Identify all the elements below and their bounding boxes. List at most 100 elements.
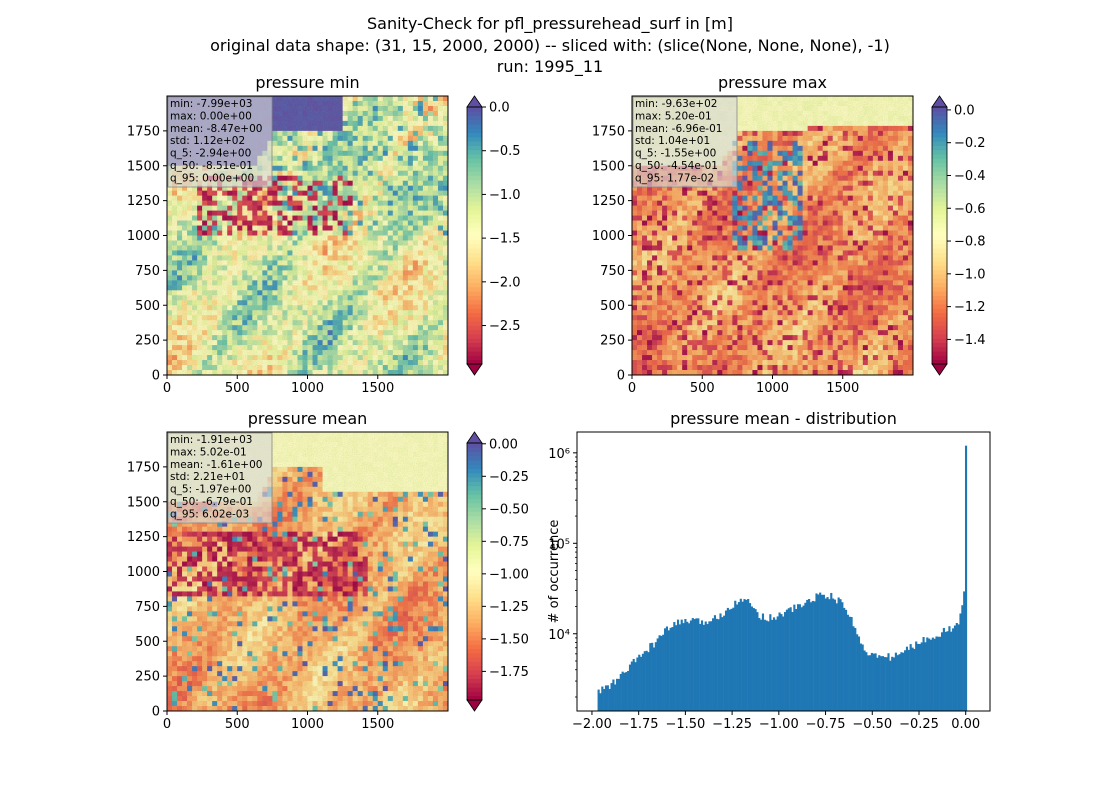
histogram-bar [782, 616, 785, 711]
histogram-bar [937, 636, 940, 711]
colorbar-tick-label: −1.0 [954, 267, 986, 282]
histogram-bar [763, 619, 766, 711]
colorbar-tick-label: −1.4 [954, 333, 986, 348]
y-axis-label: # of occurrence [547, 520, 562, 624]
y-tick-label: 1000 [592, 229, 625, 244]
histogram-bar [599, 693, 602, 711]
histogram-bar [721, 617, 724, 711]
histogram-bar [861, 644, 864, 711]
histogram-bar [745, 599, 748, 711]
x-tick-label: −0.75 [806, 717, 846, 732]
histogram-bar [704, 621, 707, 711]
x-tick-label: 0.00 [951, 717, 980, 732]
histogram-bar [939, 636, 942, 711]
histogram-bar [955, 623, 958, 711]
colorbar-tick-label: 0.0 [489, 101, 510, 116]
histogram-bar [798, 604, 801, 711]
histogram-bar [874, 653, 877, 711]
x-tick-label: −1.25 [712, 717, 752, 732]
histogram-bar [640, 656, 643, 711]
stats-line: min: -9.63e+02 [635, 98, 717, 110]
y-tick-label: 1500 [127, 495, 160, 510]
x-axis: 0 500 1000 1500 [163, 375, 394, 396]
histogram-bar [771, 619, 774, 711]
histogram-bar [737, 602, 741, 711]
histogram-bar [942, 627, 945, 711]
histogram-bar [774, 619, 777, 711]
histogram-bar [828, 599, 831, 711]
histogram-bar [713, 615, 717, 711]
panel-title: pressure max [718, 73, 827, 92]
y-tick-label: 1500 [592, 159, 625, 174]
colorbar-tick-label: −0.75 [489, 535, 529, 550]
histogram-bar [688, 623, 691, 711]
histogram-bar [852, 626, 855, 711]
x-tick-label: 0 [628, 381, 636, 396]
histogram-bar [604, 685, 608, 711]
histogram-bar [820, 594, 824, 711]
colorbar-tick-label: −0.4 [954, 169, 986, 184]
histogram-bar [699, 623, 702, 711]
histogram-bar [856, 634, 859, 711]
histogram-bar [841, 602, 844, 711]
histogram-bar [817, 594, 820, 711]
y-tick-label: 10⁴ [548, 628, 570, 643]
histogram-bar [789, 607, 792, 711]
stats-line: max: 5.20e-01 [635, 110, 712, 122]
histogram-bar [854, 627, 857, 711]
histogram-bar [656, 638, 659, 711]
histogram-bar [909, 644, 912, 711]
histogram-bar [948, 626, 951, 711]
colorbar-tick-label: −1.50 [489, 632, 529, 647]
x-tick-label: 1500 [826, 381, 859, 396]
y-tick-label: 1250 [127, 530, 160, 545]
histogram-bar [767, 621, 770, 711]
histogram-bar [796, 604, 800, 711]
histogram-bar [857, 636, 861, 711]
histogram-bar [944, 631, 947, 711]
histogram-bar [647, 652, 650, 711]
histogram-bar [695, 618, 698, 711]
stats-line: q_50: -4.54e-01 [635, 160, 718, 172]
histogram-bar [920, 642, 923, 711]
stats-line: min: -7.99e+03 [170, 98, 252, 110]
x-tick-label: 1000 [756, 381, 789, 396]
histogram-bar [806, 599, 809, 711]
histogram-bar [627, 670, 630, 711]
histogram-bar [750, 606, 753, 711]
y-tick-label: 1750 [127, 124, 160, 139]
y-tick-label: 1500 [127, 159, 160, 174]
histogram-bar [894, 652, 897, 711]
histogram-bar [876, 657, 879, 711]
histogram-bar [667, 630, 670, 711]
histogram-bar [658, 635, 661, 711]
stats-line: q_95: 6.02e-03 [170, 508, 249, 520]
y-tick-label: 250 [135, 670, 160, 685]
panel-title: pressure min [255, 73, 359, 92]
histogram-bar [935, 636, 938, 711]
histogram-bar [719, 613, 722, 711]
histogram-bar [638, 654, 641, 711]
x-tick-label: 0 [163, 717, 171, 732]
histogram-bar [898, 654, 901, 711]
colorbar-tick-label: 0.0 [954, 103, 975, 118]
histogram-bar [902, 652, 905, 711]
histogram-bar [900, 652, 903, 711]
colorbar-frame [466, 106, 483, 365]
histogram-bar [940, 632, 944, 711]
colorbar-extend-min [466, 699, 483, 712]
histogram-bar [868, 655, 872, 711]
histogram-bar [715, 618, 718, 711]
histogram-bar [726, 607, 729, 711]
histogram-bar [918, 644, 921, 711]
histogram-bar [905, 646, 909, 711]
figure-title-line-3: run: 1995_11 [496, 57, 604, 76]
histogram-bar [752, 607, 755, 711]
histogram-bar [619, 673, 622, 711]
y-tick-label: 1000 [127, 229, 160, 244]
x-tick-label: −1.50 [665, 717, 705, 732]
histogram-bar [787, 608, 790, 711]
y-tick-label: 500 [135, 635, 160, 650]
stats-box-background [632, 96, 738, 188]
